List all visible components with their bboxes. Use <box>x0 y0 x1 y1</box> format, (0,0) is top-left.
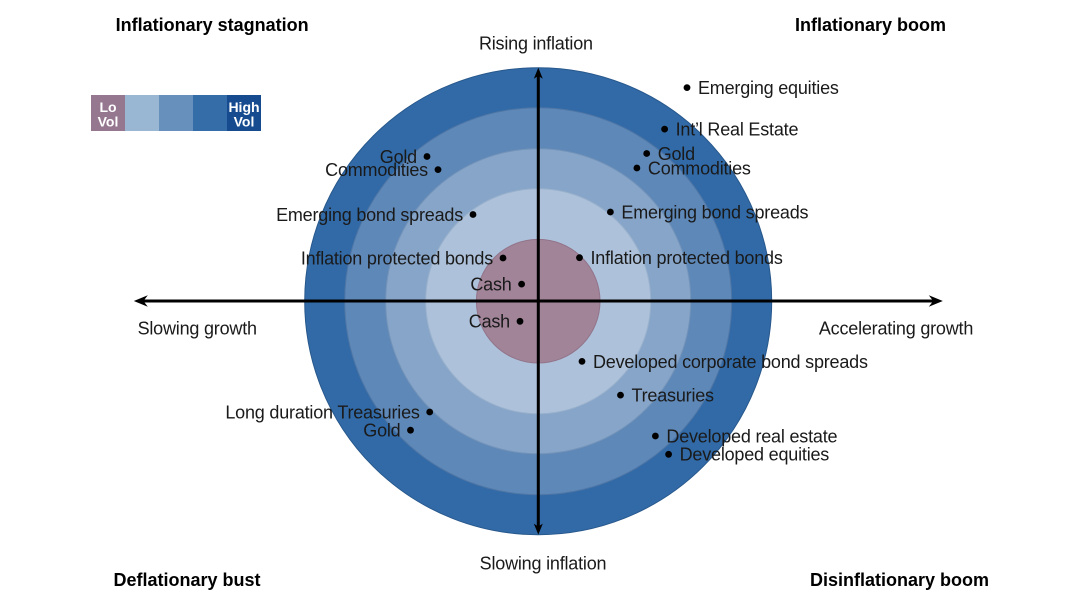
svg-text:Slowing growth: Slowing growth <box>138 319 257 339</box>
svg-text:Long duration Treasuries: Long duration Treasuries <box>225 402 420 422</box>
svg-text:Int’l Real Estate: Int’l Real Estate <box>676 120 799 140</box>
svg-text:Vol: Vol <box>234 114 255 130</box>
svg-text:Deflationary bust: Deflationary bust <box>114 570 261 590</box>
svg-text:Inflationary boom: Inflationary boom <box>795 15 946 35</box>
svg-text:Gold: Gold <box>363 421 400 441</box>
svg-text:Emerging bond spreads: Emerging bond spreads <box>276 205 463 225</box>
svg-text:Developed real estate: Developed real estate <box>666 426 837 446</box>
svg-text:Emerging bond spreads: Emerging bond spreads <box>621 202 808 222</box>
svg-text:Inflation protected bonds: Inflation protected bonds <box>591 248 783 268</box>
svg-text:Commodities: Commodities <box>325 160 428 180</box>
svg-text:High: High <box>228 99 259 115</box>
svg-text:Commodities: Commodities <box>648 158 751 178</box>
svg-text:Cash: Cash <box>470 275 511 295</box>
svg-text:Cash: Cash <box>469 312 510 332</box>
svg-text:Vol: Vol <box>98 114 119 130</box>
svg-text:Inflationary stagnation: Inflationary stagnation <box>116 15 309 35</box>
svg-text:Gold: Gold <box>380 147 417 167</box>
svg-text:Disinflationary boom: Disinflationary boom <box>810 570 989 590</box>
svg-text:Rising inflation: Rising inflation <box>479 34 593 54</box>
svg-text:Lo: Lo <box>99 99 116 115</box>
svg-text:Inflation protected bonds: Inflation protected bonds <box>301 248 493 268</box>
svg-text:Accelerating growth: Accelerating growth <box>819 319 973 339</box>
svg-text:Developed corporate bond sprea: Developed corporate bond spreads <box>593 352 868 372</box>
svg-text:Gold: Gold <box>658 144 695 164</box>
svg-text:Slowing inflation: Slowing inflation <box>480 554 607 574</box>
svg-text:Emerging equities: Emerging equities <box>698 78 839 98</box>
svg-text:Treasuries: Treasuries <box>632 386 715 406</box>
svg-text:Developed equities: Developed equities <box>680 445 830 465</box>
